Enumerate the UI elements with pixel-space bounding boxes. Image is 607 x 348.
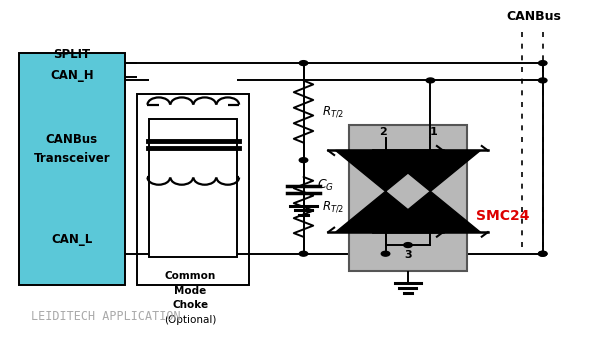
Text: LEIDITECH APPLICATION: LEIDITECH APPLICATION xyxy=(31,310,181,323)
Bar xyxy=(137,94,249,285)
Bar xyxy=(149,119,237,257)
Circle shape xyxy=(538,61,547,65)
Text: CANBus: CANBus xyxy=(46,133,98,146)
Polygon shape xyxy=(336,150,435,191)
Bar xyxy=(349,126,467,271)
Circle shape xyxy=(538,251,547,256)
Circle shape xyxy=(299,61,308,65)
Text: (Optional): (Optional) xyxy=(164,315,217,325)
Text: SMC24: SMC24 xyxy=(476,208,529,223)
Text: 3: 3 xyxy=(404,250,412,260)
Circle shape xyxy=(538,78,547,83)
Circle shape xyxy=(299,158,308,163)
Text: $R_{T/2}$: $R_{T/2}$ xyxy=(322,200,344,214)
Text: Common: Common xyxy=(164,271,216,281)
Circle shape xyxy=(299,251,308,256)
Circle shape xyxy=(404,243,412,247)
Circle shape xyxy=(426,78,435,83)
Polygon shape xyxy=(336,191,435,232)
Text: 1: 1 xyxy=(430,127,437,137)
Bar xyxy=(19,53,125,285)
Polygon shape xyxy=(381,150,480,191)
Text: $C_G$: $C_G$ xyxy=(317,178,334,193)
Circle shape xyxy=(538,251,547,256)
Text: SPLIT: SPLIT xyxy=(53,48,90,61)
Text: Mode: Mode xyxy=(174,286,206,296)
Text: CANBus: CANBus xyxy=(506,10,561,23)
Text: $R_{T/2}$: $R_{T/2}$ xyxy=(322,104,344,119)
Text: CAN_H: CAN_H xyxy=(50,69,93,82)
Circle shape xyxy=(381,251,390,256)
Text: Choke: Choke xyxy=(172,300,208,310)
Text: 2: 2 xyxy=(379,127,387,137)
Text: CAN_L: CAN_L xyxy=(51,234,92,246)
Polygon shape xyxy=(381,191,480,232)
Text: Transceiver: Transceiver xyxy=(33,152,110,165)
